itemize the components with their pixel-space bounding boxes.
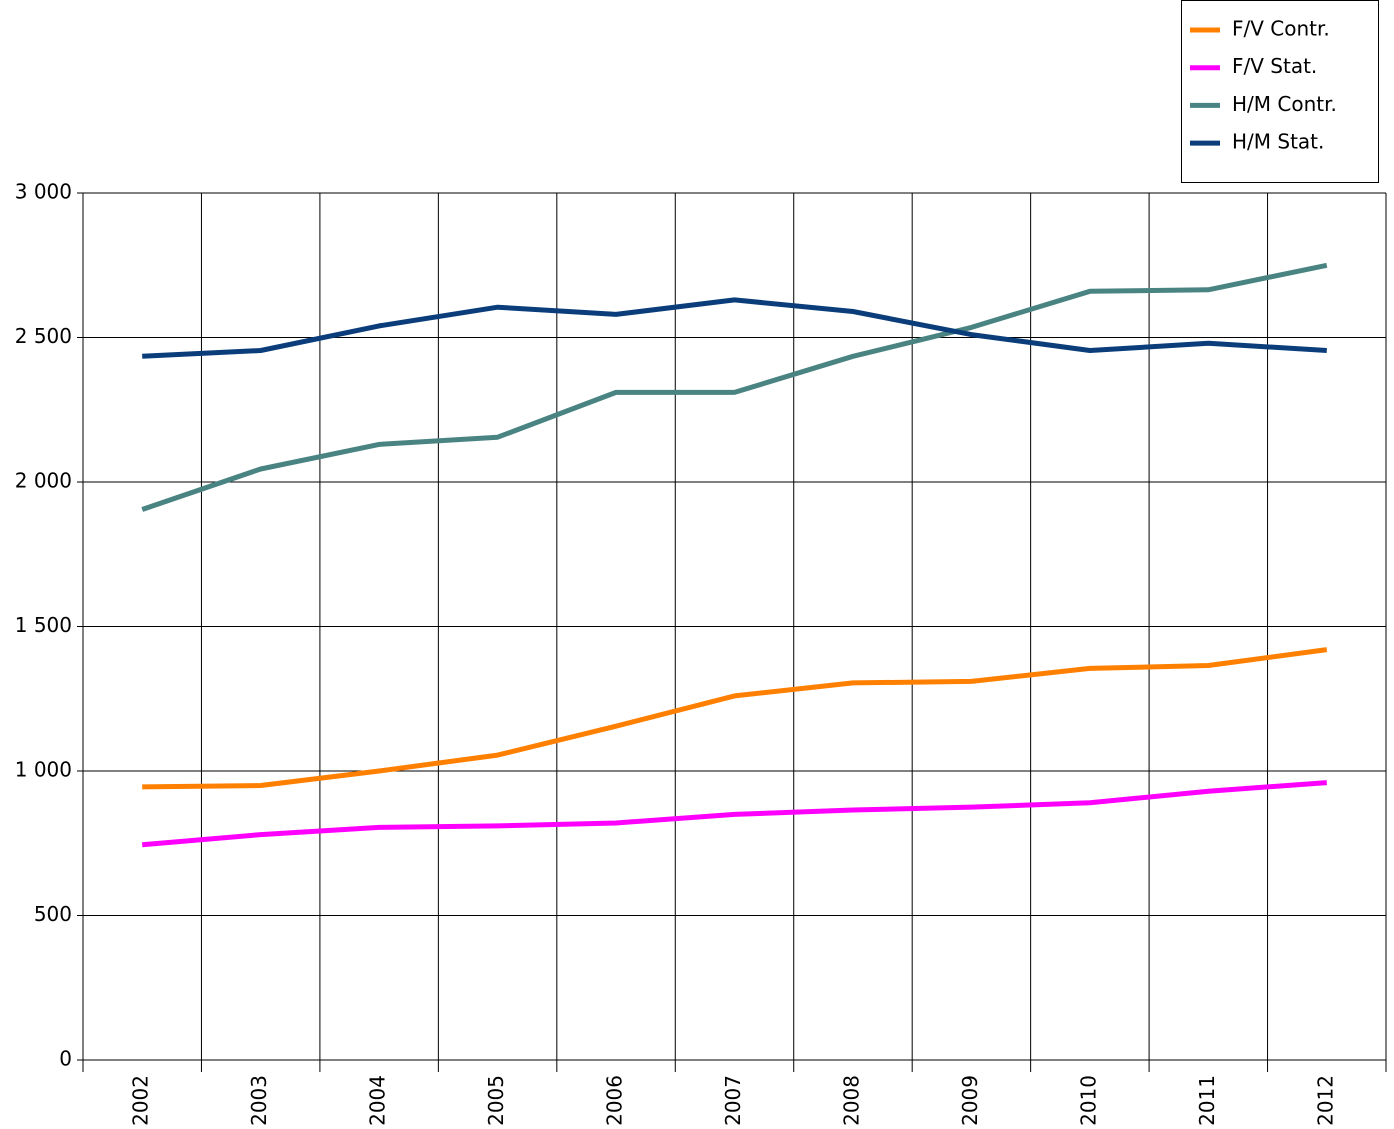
- series-line: [142, 297, 1327, 359]
- x-tick-label: 2008: [839, 1075, 863, 1126]
- x-tick-label: 2011: [1195, 1075, 1219, 1126]
- x-tick-label: 2004: [366, 1075, 390, 1126]
- y-tick-label: 2 500: [15, 324, 72, 348]
- y-tick-label: 1 500: [15, 613, 72, 637]
- series-line: [142, 647, 1328, 790]
- x-tick-label: 2003: [247, 1075, 271, 1126]
- legend-label: H/M Contr.: [1232, 92, 1337, 116]
- x-tick-label: 2009: [958, 1075, 982, 1126]
- legend-label: H/M Stat.: [1232, 130, 1324, 154]
- x-tick-label: 2005: [484, 1075, 508, 1126]
- series-line: [141, 262, 1328, 512]
- x-tick-label: 2006: [603, 1075, 627, 1126]
- x-tick-label: 2002: [129, 1075, 153, 1126]
- x-tick-label: 2007: [721, 1075, 745, 1126]
- x-tick-label: 2012: [1313, 1075, 1337, 1126]
- y-tick-label: 1 000: [15, 758, 72, 782]
- y-tick-label: 0: [59, 1047, 72, 1071]
- legend-label: F/V Stat.: [1232, 54, 1317, 78]
- legend-label: F/V Contr.: [1232, 17, 1330, 41]
- x-tick-label: 2010: [1076, 1075, 1100, 1126]
- y-tick-label: 500: [34, 902, 72, 926]
- y-tick-label: 3 000: [15, 180, 72, 204]
- series-line: [141, 780, 1327, 848]
- y-tick-label: 2 000: [15, 469, 72, 493]
